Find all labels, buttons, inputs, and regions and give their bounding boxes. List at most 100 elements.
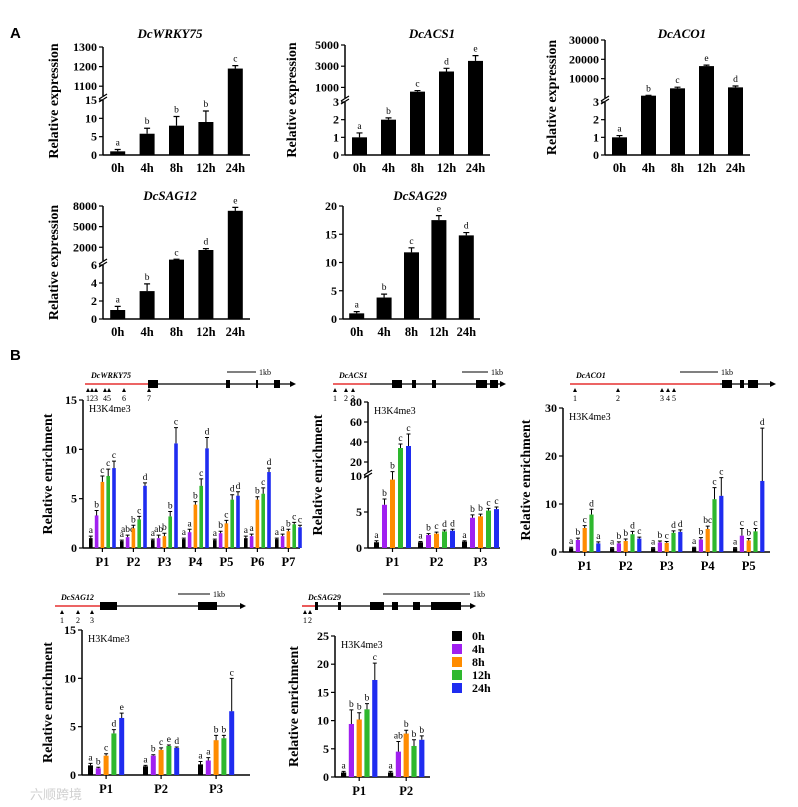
chip_wrky75-errorbar-p1-4h	[94, 510, 99, 516]
chip_wrky75-xtick-p2: P2	[126, 555, 140, 569]
chip_sag12-ylabel: Relative enrichment	[41, 642, 56, 763]
chip_sag29-exon-3	[392, 602, 398, 610]
legend-swatch-4h	[452, 644, 462, 654]
chip_wrky75-bar-p2-24h	[143, 485, 147, 548]
chip_acs1-ytick-low-0-label: 0	[356, 541, 362, 555]
chip_wrky75-bar-p3-8h	[162, 536, 167, 548]
chip_acs1-site-label-2: 2	[344, 394, 348, 403]
chip_acs1-xtick-p3: P3	[474, 555, 488, 569]
chart-dcsag29-enrichment: DcSAG29 1kb 1 2 Relative enrichment H3K4me3 0 5…	[287, 590, 485, 798]
wrky75-bar-8h	[169, 125, 184, 155]
sag29-xtick-4h: 4h	[377, 325, 390, 339]
chip_wrky75-errorbar-p5-24h	[236, 491, 240, 496]
chip_acs1-bar-p2-0h	[418, 542, 423, 548]
acs1-bar-12h	[439, 71, 454, 155]
chip_aco1-sig-letter-p3-8h: c	[665, 531, 669, 541]
chip_wrky75-bar-p5-4h	[218, 533, 223, 548]
chip_acs1-site-arrow-2	[344, 388, 348, 392]
sag12-bar-12h	[198, 250, 214, 319]
chip_sag29-ytick-4-label: 20	[317, 657, 329, 671]
chip_wrky75-xtick-p5: P5	[219, 555, 233, 569]
chart-dcaco1-enrichment: DcACO1 1kb 1 2 3 4 5 Relative enrichment H3K4me3…	[519, 368, 776, 573]
sag12-xtick-24h: 24h	[226, 325, 246, 339]
chip_acs1-errorbar-p3-0h	[462, 540, 467, 542]
chip_wrky75-bar-p4-8h	[193, 504, 198, 548]
chip_aco1-sig-letter-p3-24h: d	[678, 520, 683, 530]
chip_wrky75-sig-letter-p5-4h: b	[218, 521, 223, 531]
chip_aco1-errorbar-p3-12h	[671, 530, 676, 533]
chip_sag12-sig-letter-p1-12h: d	[112, 720, 117, 730]
chip_aco1-site-label-1: 1	[573, 394, 577, 403]
sag12-bar-24h	[227, 210, 243, 319]
chip_acs1-bar-p2-12h	[442, 531, 447, 548]
chip_aco1-scale-label: 1kb	[721, 368, 733, 377]
acs1-sig-letter-4h: b	[386, 107, 391, 117]
chip_sag12-sig-letter-p3-24h: c	[230, 668, 234, 678]
chip_aco1-ytick-2-label: 20	[545, 449, 557, 463]
chip_aco1-site-label-2: 2	[616, 394, 620, 403]
chip_acs1-ytick-up-3-label: 80	[350, 395, 362, 409]
chip_wrky75-gene-arrowhead	[290, 381, 296, 387]
chip_wrky75-bar-p3-4h	[156, 538, 161, 548]
chip_aco1-sig-letter-p3-0h: a	[651, 538, 656, 548]
wrky75-ytick-low-3-label: 15	[85, 93, 97, 107]
chip_wrky75-xtick-p1: P1	[95, 555, 109, 569]
chip_wrky75-errorbar-p3-4h	[156, 534, 161, 539]
chip_wrky75-sig-letter-p3-8h: b	[162, 523, 167, 533]
chip_acs1-scale-label: 1kb	[491, 368, 503, 377]
chip_aco1-bar-p5-0h	[733, 548, 738, 552]
aco1-sig-letter-0h: a	[617, 125, 622, 135]
chip_sag29-ytick-1-label: 5	[323, 742, 329, 756]
chip_aco1-sig-letter-p5-12h: c	[753, 518, 757, 528]
chip_aco1-errorbar-p5-12h	[753, 527, 758, 532]
chip_sag12-bar-p3-24h	[229, 711, 235, 775]
chip_wrky75-bar-p2-0h	[120, 541, 124, 548]
chip_sag12-exon-0	[100, 602, 117, 610]
sag29-ytick-4-label: 20	[325, 199, 337, 213]
chip_acs1-exon-0	[392, 380, 402, 388]
chip_sag12-ytick-1-label: 5	[70, 720, 76, 734]
chip_aco1-errorbar-p5-24h	[760, 427, 765, 481]
chip_sag29-site-label-1: 1	[303, 616, 307, 625]
sag12-ytick-up-0-label: 2000	[73, 240, 97, 254]
chip_wrky75-sig-letter-p7-0h: a	[275, 528, 280, 538]
chip_wrky75-sig-letter-p2-0h: a	[120, 530, 125, 540]
chip_wrky75-site-arrow-6	[122, 388, 126, 392]
chip_wrky75-sig-letter-p4-4h: a	[187, 519, 192, 529]
chip_aco1-sig-letter-p5-24h: d	[760, 418, 765, 428]
chip_aco1-sig-letter-p4-12h: c	[712, 478, 716, 488]
acs1-xtick-0h: 0h	[353, 161, 366, 175]
chip_wrky75-errorbar-p5-4h	[218, 530, 223, 534]
aco1-xtick-24h: 24h	[726, 161, 746, 175]
chip_acs1-bar-p3-4h	[470, 517, 475, 548]
chip_aco1-errorbar-p4-8h	[705, 525, 710, 529]
chip_sag29-mark-label: H3K4me3	[341, 640, 383, 651]
sag12-errorbar-0h	[114, 305, 121, 310]
chip_wrky75-bar-p4-4h	[187, 532, 192, 548]
chip_aco1-bar-p1-4h	[575, 540, 580, 552]
chip_wrky75-bar-p6-8h	[255, 499, 260, 548]
chip_wrky75-bar-p7-24h	[298, 527, 302, 548]
chip_acs1-ytick-low-1-label: 5	[356, 505, 362, 519]
chip_wrky75-bar-p4-12h	[199, 485, 203, 548]
chip_wrky75-bar-p5-12h	[230, 499, 234, 548]
chip_wrky75-sig-letter-p1-24h: c	[112, 451, 116, 461]
chip_aco1-bar-p4-12h	[712, 499, 717, 552]
chip_sag29-ylabel: Relative enrichment	[287, 646, 302, 767]
chip_wrky75-sig-letter-p1-0h: a	[89, 526, 94, 536]
sag12-errorbar-12h	[202, 248, 209, 250]
chip_sag29-ytick-3-label: 15	[317, 685, 329, 699]
chip_wrky75-errorbar-p5-0h	[212, 538, 217, 541]
sag29-xtick-8h: 8h	[405, 325, 418, 339]
sag29-xtick-12h: 12h	[429, 325, 449, 339]
chart-dcaco1-expression: DcACO1 Relative expression 0 1 2 3 10000 20000 3…	[545, 26, 750, 175]
sag12-sig-letter-0h: a	[116, 295, 121, 305]
chip_wrky75-sig-letter-p2-8h: b	[131, 515, 136, 525]
chip_sag29-errorbar-p1-12h	[365, 703, 369, 710]
chip_wrky75-exon-2	[256, 380, 258, 388]
chip_aco1-sig-letter-p4-8h: bc	[703, 516, 712, 526]
wrky75-ytick-up-0-label: 1100	[74, 79, 97, 93]
chip_aco1-errorbar-p1-12h	[589, 508, 594, 515]
sag29-title: DcSAG29	[392, 188, 447, 203]
